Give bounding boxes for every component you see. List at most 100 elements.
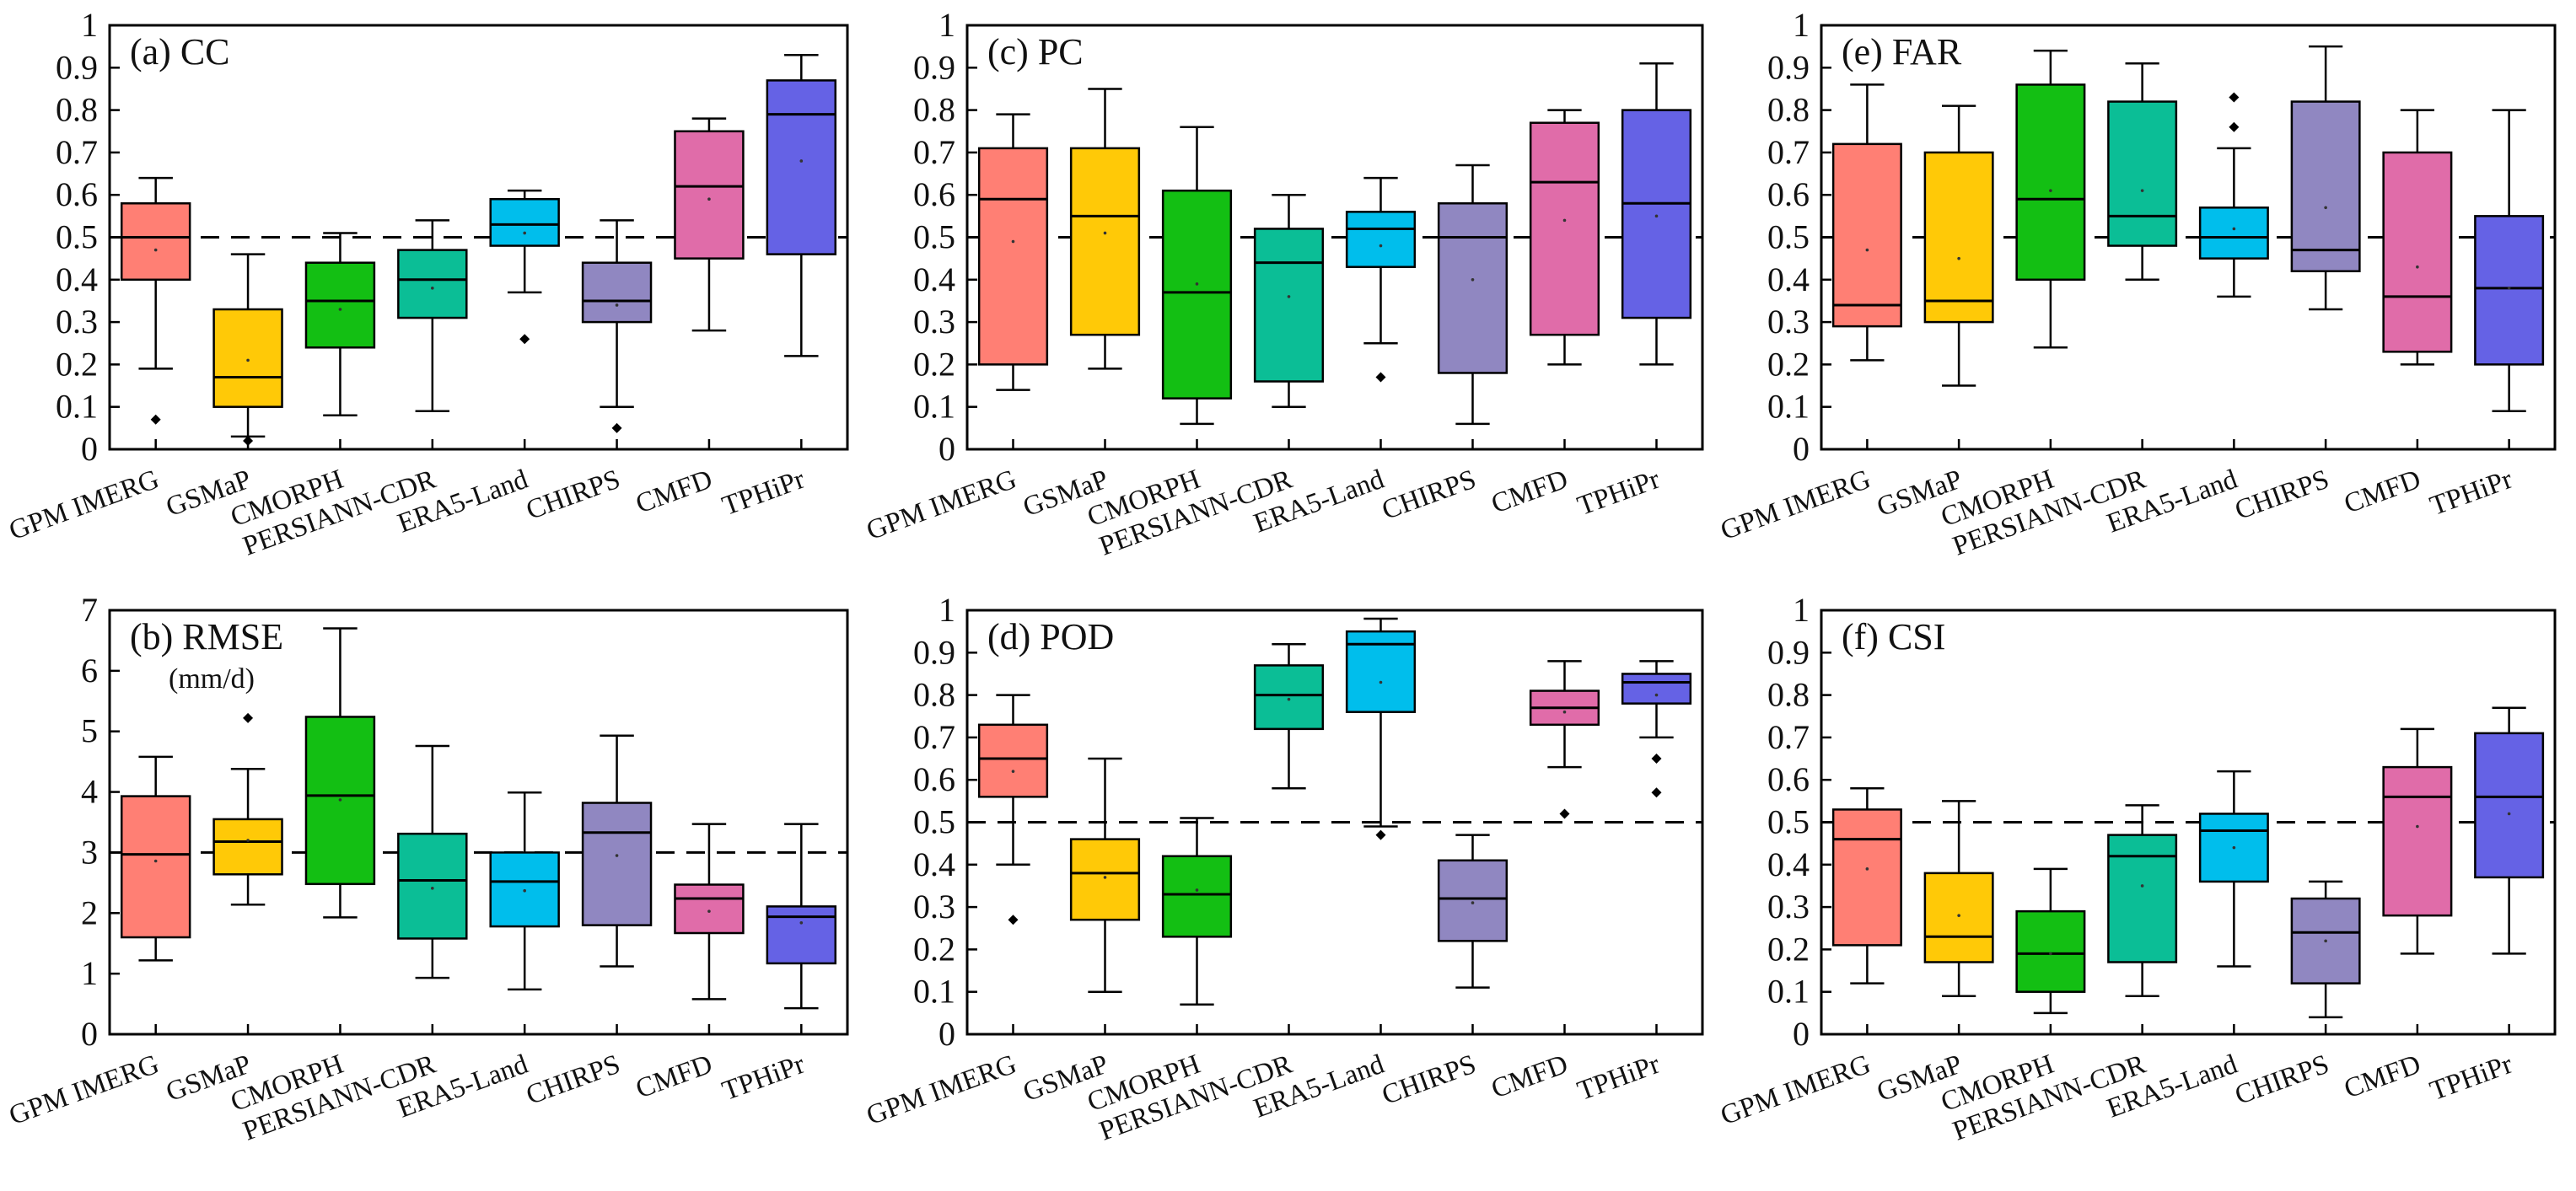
mean-point	[1287, 697, 1291, 701]
y-tick-label: 0.1	[913, 388, 955, 426]
mean-point	[2232, 227, 2236, 231]
box-persiann-cdr	[397, 219, 468, 412]
box-iqr	[2198, 207, 2269, 260]
box-iqr	[766, 79, 837, 255]
box-persiann-cdr	[1253, 193, 1325, 408]
y-tick-label: 0	[1793, 430, 1810, 468]
box-gsmap	[1923, 800, 1994, 997]
box-iqr	[674, 130, 745, 260]
y-tick-label: 0.6	[1767, 760, 1810, 798]
mean-point	[1103, 231, 1107, 235]
y-tick-label: 0.5	[1767, 803, 1810, 841]
y-tick-label: 3	[81, 833, 98, 871]
panel-title: (c) PC	[987, 31, 1084, 72]
y-tick-label: 0.7	[56, 133, 98, 171]
mean-point	[1471, 901, 1475, 904]
panel-title: (b) RMSE	[130, 616, 283, 657]
box-gsmap	[1069, 757, 1141, 993]
box-iqr	[1069, 838, 1141, 921]
box-era5-land	[489, 791, 560, 991]
box-gpm-imerg	[1831, 787, 1902, 984]
box-cmfd	[2382, 727, 2453, 955]
box-cmfd	[674, 117, 745, 332]
box-tphipr	[2474, 706, 2545, 955]
box-gsmap	[212, 253, 283, 446]
box-persiann-cdr	[1253, 642, 1325, 790]
box-era5-land	[2198, 770, 2269, 968]
x-tick-label: GPM IMERG	[5, 1049, 163, 1131]
mean-point	[2049, 189, 2052, 192]
mean-point	[2416, 265, 2419, 269]
y-tick-label: 0.9	[913, 48, 955, 86]
panel-title: (f) CSI	[1842, 616, 1945, 657]
box-persiann-cdr	[2107, 62, 2178, 282]
box-iqr	[2474, 215, 2545, 366]
y-tick-label: 0.6	[1767, 175, 1810, 213]
y-tick-label: 0	[81, 430, 98, 468]
x-tick-label: GPM IMERG	[863, 464, 1020, 546]
y-tick-label: 5	[81, 712, 98, 750]
box-iqr	[2107, 100, 2178, 247]
box-cmorph	[2015, 49, 2086, 349]
mean-point	[1195, 282, 1199, 286]
mean-point	[1379, 244, 1383, 248]
x-tick-label: GPM IMERG	[1717, 1049, 1874, 1131]
box-gpm-imerg	[120, 755, 191, 962]
mean-point	[338, 308, 342, 311]
outlier-point	[243, 712, 254, 723]
y-tick-label: 0.7	[913, 133, 955, 171]
y-tick-label: 1	[938, 591, 955, 629]
y-tick-label: 4	[81, 773, 98, 811]
y-tick-label: 6	[81, 652, 98, 689]
box-iqr	[120, 202, 191, 282]
panel-title: (e) FAR	[1842, 31, 1962, 72]
box-chirps	[581, 734, 653, 968]
box-iqr	[1529, 121, 1600, 336]
box-iqr	[1437, 859, 1508, 942]
mean-point	[1865, 248, 1869, 252]
box-tphipr	[766, 823, 837, 1010]
mean-point	[707, 197, 711, 201]
x-tick-label: TPHiPr	[1573, 1049, 1664, 1107]
mean-point	[2507, 287, 2511, 290]
y-tick-label: 0.2	[1767, 345, 1810, 383]
y-tick-label: 0.6	[56, 175, 98, 213]
x-tick-label: TPHiPr	[718, 1049, 809, 1107]
y-tick-label: 0.2	[56, 345, 98, 383]
box-iqr	[1161, 189, 1233, 400]
box-iqr	[1621, 109, 1692, 319]
box-tphipr	[1621, 660, 1692, 798]
x-tick-label: CMFD	[632, 1049, 716, 1105]
mean-point	[153, 859, 158, 863]
outlier-point	[611, 422, 622, 433]
mean-point	[2324, 939, 2327, 943]
mean-point	[1011, 770, 1015, 773]
x-tick-label: GPM IMERG	[5, 464, 163, 546]
box-iqr	[1831, 142, 1902, 328]
mean-point	[615, 303, 619, 307]
box-gpm-imerg	[977, 694, 1049, 925]
y-tick-label: 0.1	[1767, 388, 1810, 426]
y-tick-label: 0.6	[913, 760, 955, 798]
box-iqr	[212, 818, 283, 876]
box-cmorph	[1161, 817, 1233, 1006]
y-tick-label: 0.7	[1767, 133, 1810, 171]
box-iqr	[674, 883, 745, 935]
box-iqr	[120, 795, 191, 939]
y-tick-label: 1	[81, 6, 98, 44]
box-era5-land	[1345, 617, 1417, 840]
box-iqr	[1253, 228, 1325, 383]
y-tick-label: 0.7	[913, 718, 955, 756]
box-iqr	[1923, 872, 1994, 963]
x-tick-label: CHIRPS	[522, 464, 624, 526]
box-iqr	[397, 249, 468, 319]
box-gpm-imerg	[1831, 83, 1902, 362]
x-tick-label: CMFD	[2340, 1049, 2424, 1105]
mean-point	[431, 287, 434, 290]
y-tick-label: 0.8	[913, 91, 955, 129]
mean-point	[246, 839, 250, 842]
outlier-point	[1651, 787, 1662, 798]
